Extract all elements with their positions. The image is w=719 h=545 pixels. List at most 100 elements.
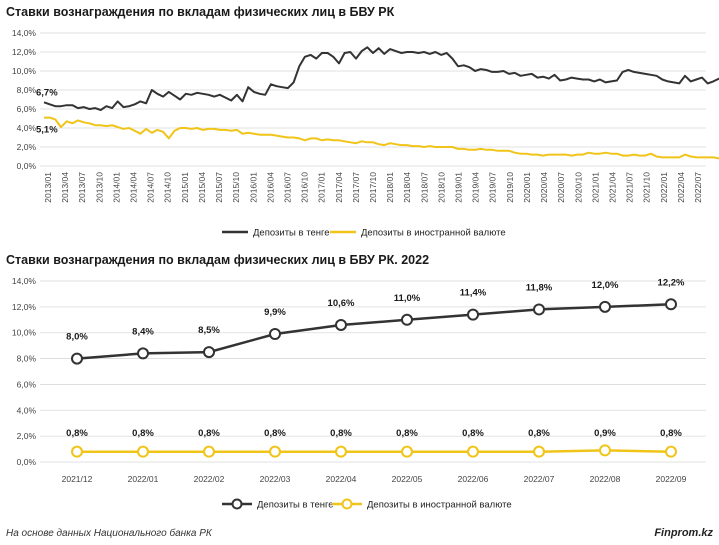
data-label-foreign: 0,8% bbox=[330, 428, 352, 439]
x-tick-label: 2021/01 bbox=[590, 172, 600, 203]
data-point-tenge bbox=[137, 347, 149, 360]
y-tick-label: 8,0% bbox=[17, 85, 37, 95]
x-tick-label: 2019/07 bbox=[488, 172, 498, 203]
data-label-tenge: 11,8% bbox=[526, 282, 553, 293]
data-label-tenge: 9,9% bbox=[264, 307, 286, 318]
x-tick-label: 2021/07 bbox=[625, 172, 635, 203]
data-label-tenge: 8,0% bbox=[66, 332, 88, 343]
x-tick-label: 2014/01 bbox=[111, 172, 121, 203]
x-tick-label: 2013/01 bbox=[43, 172, 53, 203]
data-point-foreign bbox=[137, 445, 149, 458]
x-tick-label: 2016/01 bbox=[248, 172, 258, 203]
data-label-tenge: 12,2% bbox=[658, 277, 685, 288]
legend-marker-foreign bbox=[341, 498, 353, 510]
data-label-tenge: 8,4% bbox=[132, 326, 154, 337]
y-tick-label: 6,0% bbox=[17, 104, 37, 114]
data-label-foreign: 0,8% bbox=[528, 428, 550, 439]
x-tick-label: 2022/01 bbox=[128, 474, 159, 484]
series-line-foreign bbox=[77, 449, 672, 453]
data-label-foreign: 0,8% bbox=[132, 428, 154, 439]
y-tick-label: 10,0% bbox=[12, 66, 37, 76]
x-tick-label: 2018/10 bbox=[436, 172, 446, 203]
y-tick-label: 12,0% bbox=[12, 47, 37, 57]
y-tick-label: 10,0% bbox=[12, 328, 37, 338]
data-label-foreign: 0,8% bbox=[462, 428, 484, 439]
y-tick-label: 12,0% bbox=[12, 302, 37, 312]
data-point-tenge bbox=[467, 308, 479, 321]
y-tick-label: 14,0% bbox=[12, 28, 37, 38]
x-tick-label: 2022/08 bbox=[590, 474, 621, 484]
x-tick-label: 2016/04 bbox=[265, 172, 275, 203]
x-tick-label: 2017/10 bbox=[368, 172, 378, 203]
x-tick-label: 2022/04 bbox=[326, 474, 357, 484]
data-point-tenge bbox=[335, 318, 347, 331]
data-point-foreign bbox=[599, 444, 611, 457]
data-label-foreign: 0,8% bbox=[396, 428, 418, 439]
data-point-foreign bbox=[269, 445, 281, 458]
x-tick-label: 2013/07 bbox=[77, 172, 87, 203]
x-tick-label: 2019/01 bbox=[454, 172, 464, 203]
data-point-tenge bbox=[401, 313, 413, 326]
legend-label-foreign: Депозиты в иностранной валюте bbox=[367, 500, 512, 511]
x-tick-label: 2019/10 bbox=[505, 172, 515, 203]
x-tick-label: 2017/01 bbox=[317, 172, 327, 203]
y-tick-label: 4,0% bbox=[17, 123, 37, 133]
data-label-foreign: 0,8% bbox=[66, 428, 88, 439]
data-point-tenge bbox=[665, 298, 677, 311]
chart1-title: Ставки вознаграждения по вкладам физичес… bbox=[6, 5, 395, 19]
x-tick-label: 2016/10 bbox=[300, 172, 310, 203]
x-tick-label: 2016/07 bbox=[282, 172, 292, 203]
data-point-foreign bbox=[533, 445, 545, 458]
data-label-foreign: 0,8% bbox=[198, 428, 220, 439]
legend-label-foreign: Депозиты в иностранной валюте bbox=[361, 228, 506, 239]
x-tick-label: 2022/07 bbox=[524, 474, 555, 484]
y-tick-label: 0,0% bbox=[17, 161, 37, 171]
x-tick-label: 2018/01 bbox=[385, 172, 395, 203]
data-label-tenge: 8,5% bbox=[198, 325, 220, 336]
x-tick-label: 2020/10 bbox=[573, 172, 583, 203]
x-tick-label: 2015/07 bbox=[214, 172, 224, 203]
data-label: 5,1% bbox=[36, 125, 58, 136]
x-tick-label: 2022/02 bbox=[194, 474, 225, 484]
x-tick-label: 2022/01 bbox=[659, 172, 669, 203]
x-tick-label: 2015/01 bbox=[180, 172, 190, 203]
y-tick-label: 14,0% bbox=[12, 276, 37, 286]
data-label-tenge: 11,0% bbox=[394, 293, 421, 304]
x-tick-label: 2013/04 bbox=[60, 172, 70, 203]
y-tick-label: 6,0% bbox=[17, 379, 37, 389]
series-line-tenge bbox=[76, 303, 672, 360]
x-tick-label: 2014/04 bbox=[129, 172, 139, 203]
y-tick-label: 0,0% bbox=[17, 457, 37, 467]
data-label-tenge: 12,0% bbox=[592, 280, 619, 291]
x-tick-label: 2022/09 bbox=[656, 474, 687, 484]
data-point-tenge bbox=[71, 352, 83, 365]
y-tick-label: 4,0% bbox=[17, 405, 37, 415]
data-point-tenge bbox=[533, 303, 545, 316]
y-tick-label: 8,0% bbox=[17, 354, 37, 364]
data-point-tenge bbox=[269, 328, 281, 341]
legend-label-tenge: Депозиты в тенге bbox=[257, 500, 334, 511]
x-tick-label: 2021/04 bbox=[607, 172, 617, 203]
y-tick-label: 2,0% bbox=[17, 431, 37, 441]
data-point-tenge bbox=[599, 300, 611, 313]
x-tick-label: 2015/04 bbox=[197, 172, 207, 203]
data-point-tenge bbox=[203, 346, 215, 359]
data-point-foreign bbox=[71, 445, 83, 458]
data-label-foreign: 0,8% bbox=[264, 428, 286, 439]
x-tick-label: 2018/07 bbox=[419, 172, 429, 203]
y-tick-label: 2,0% bbox=[17, 142, 37, 152]
source-note: На основе данных Национального банка РК bbox=[6, 528, 212, 539]
data-label-foreign: 0,9% bbox=[594, 428, 616, 439]
x-tick-label: 2022/05 bbox=[392, 474, 423, 484]
x-tick-label: 2021/10 bbox=[642, 172, 652, 203]
series-line-foreign bbox=[44, 116, 719, 160]
data-label: 6,7% bbox=[36, 87, 58, 98]
data-label-foreign: 0,8% bbox=[660, 428, 682, 439]
x-tick-label: 2020/07 bbox=[556, 172, 566, 203]
x-tick-label: 2022/04 bbox=[676, 172, 686, 203]
x-tick-label: 2015/10 bbox=[231, 172, 241, 203]
x-tick-label: 2018/04 bbox=[402, 172, 412, 203]
x-tick-label: 2022/03 bbox=[260, 474, 291, 484]
x-tick-label: 2020/04 bbox=[539, 172, 549, 203]
x-tick-label: 2014/10 bbox=[163, 172, 173, 203]
